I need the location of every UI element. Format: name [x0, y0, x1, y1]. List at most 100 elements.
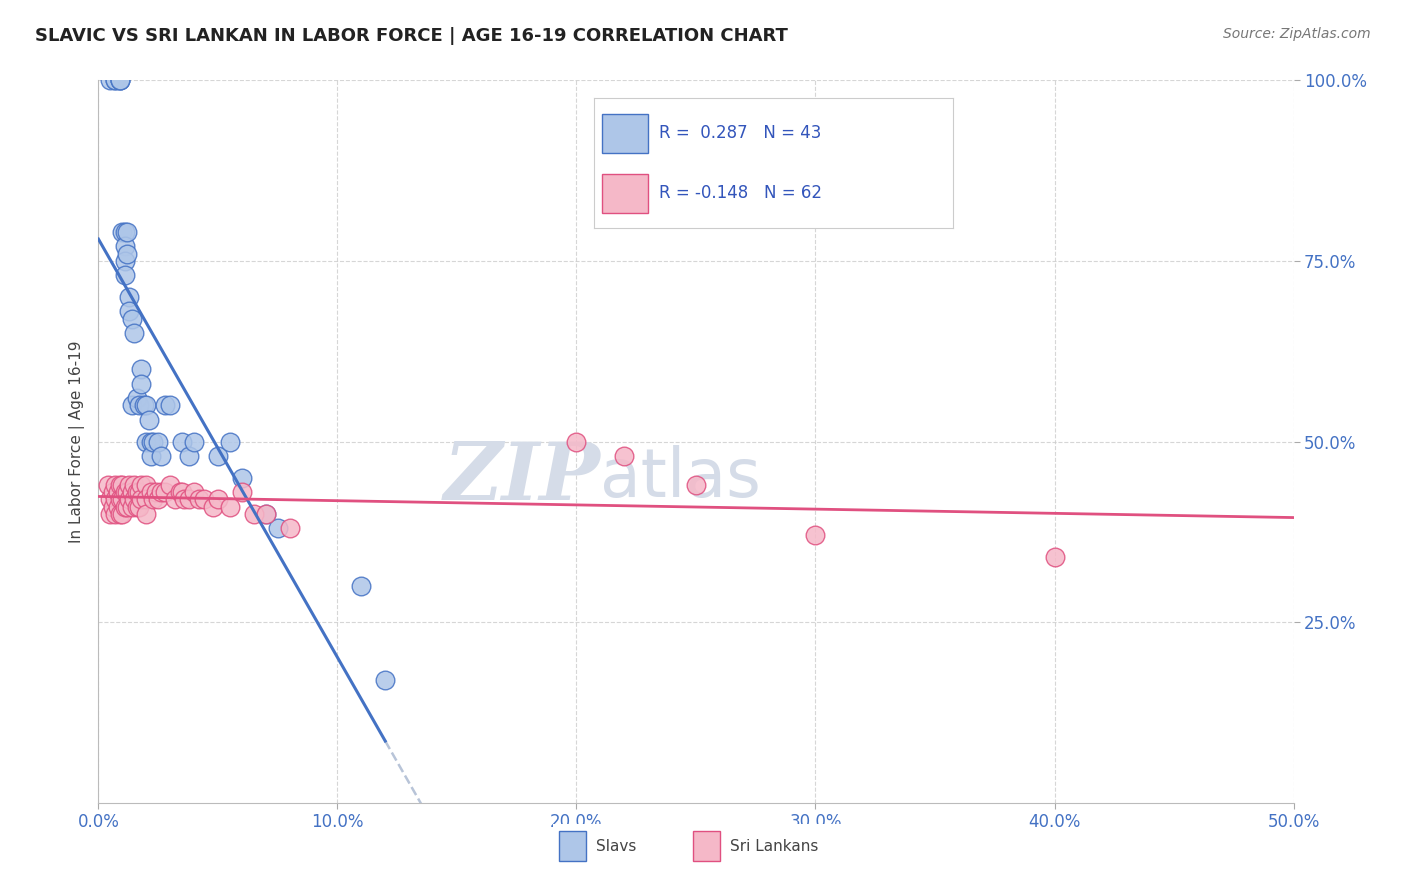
Point — [159, 478, 181, 492]
Point — [148, 434, 170, 449]
Point — [149, 485, 172, 500]
Point — [115, 485, 138, 500]
Point — [98, 507, 122, 521]
Point — [121, 311, 143, 326]
Point — [114, 500, 136, 514]
Point — [111, 478, 134, 492]
Point — [139, 449, 162, 463]
Point — [124, 478, 146, 492]
Point — [108, 478, 131, 492]
Point — [1043, 550, 1066, 565]
Point — [173, 492, 195, 507]
Point — [115, 246, 138, 260]
Point — [179, 492, 201, 507]
Point — [231, 470, 253, 484]
Point — [142, 492, 165, 507]
Point — [104, 492, 127, 507]
Point — [207, 492, 229, 507]
Point — [207, 449, 229, 463]
Point — [243, 507, 266, 521]
Point — [131, 362, 153, 376]
Point — [115, 225, 138, 239]
Y-axis label: In Labor Force | Age 16-19: In Labor Force | Age 16-19 — [69, 340, 84, 543]
Text: Source: ZipAtlas.com: Source: ZipAtlas.com — [1223, 27, 1371, 41]
Point — [98, 73, 122, 87]
Point — [159, 398, 181, 412]
Point — [104, 478, 127, 492]
Point — [128, 500, 150, 514]
Point — [114, 268, 136, 283]
Point — [108, 73, 131, 87]
Point — [183, 434, 205, 449]
Point — [685, 478, 707, 492]
Point — [804, 528, 827, 542]
Point — [254, 507, 277, 521]
Point — [139, 434, 162, 449]
Point — [114, 239, 136, 253]
Point — [98, 492, 122, 507]
Point — [172, 485, 194, 500]
Point — [125, 500, 148, 514]
Point — [101, 485, 124, 500]
Point — [121, 398, 143, 412]
Point — [118, 290, 141, 304]
Point — [121, 485, 143, 500]
Point — [108, 73, 131, 87]
Point — [155, 398, 177, 412]
Point — [135, 492, 157, 507]
Point — [163, 492, 186, 507]
Point — [149, 449, 172, 463]
Point — [97, 478, 120, 492]
Point — [131, 492, 153, 507]
Point — [155, 485, 177, 500]
Point — [613, 449, 636, 463]
Point — [114, 253, 136, 268]
Point — [128, 398, 150, 412]
Point — [108, 73, 131, 87]
Point — [202, 500, 225, 514]
Point — [111, 492, 134, 507]
Point — [148, 492, 170, 507]
Point — [139, 485, 162, 500]
Point — [101, 500, 124, 514]
Point — [107, 485, 129, 500]
Point — [107, 500, 129, 514]
Point — [254, 507, 277, 521]
Point — [124, 326, 146, 340]
Point — [125, 485, 148, 500]
Point — [219, 434, 242, 449]
Point — [111, 507, 134, 521]
Point — [138, 413, 160, 427]
Point — [183, 485, 205, 500]
Point — [131, 376, 153, 391]
Point — [374, 673, 396, 687]
Text: ZIP: ZIP — [443, 439, 600, 516]
Point — [114, 485, 136, 500]
Point — [108, 507, 131, 521]
Point — [124, 492, 146, 507]
Point — [118, 478, 141, 492]
Point — [118, 304, 141, 318]
Point — [142, 434, 165, 449]
Point — [219, 500, 242, 514]
Point — [131, 478, 153, 492]
Point — [267, 521, 290, 535]
Point — [108, 492, 131, 507]
Point — [104, 73, 127, 87]
Point — [104, 507, 127, 521]
Text: atlas: atlas — [600, 445, 761, 510]
Point — [135, 478, 157, 492]
Point — [179, 449, 201, 463]
Point — [231, 485, 253, 500]
Point — [132, 398, 155, 412]
Point — [118, 492, 141, 507]
Point — [115, 500, 138, 514]
Point — [128, 485, 150, 500]
Point — [350, 579, 373, 593]
Point — [104, 73, 127, 87]
Point — [565, 434, 588, 449]
Point — [135, 507, 157, 521]
Point — [125, 391, 148, 405]
Point — [145, 485, 167, 500]
Point — [135, 434, 157, 449]
